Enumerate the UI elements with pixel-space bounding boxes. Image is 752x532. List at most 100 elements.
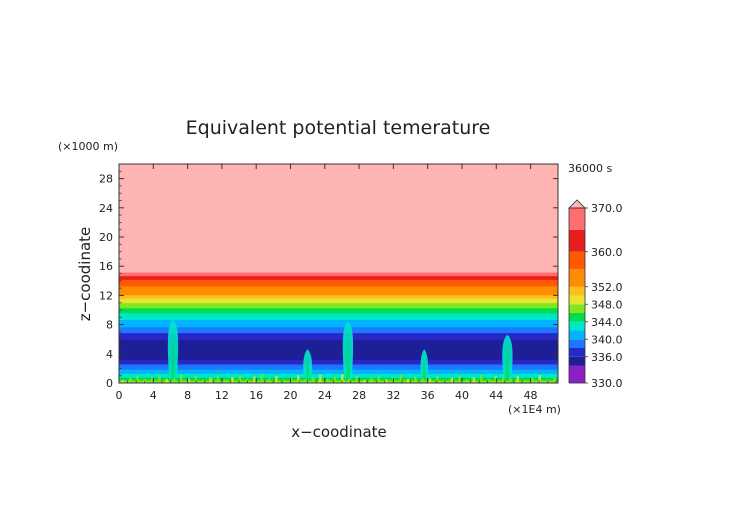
- plume-core: [171, 326, 176, 379]
- contour-band: [119, 275, 558, 280]
- x-tick-label: 48: [524, 389, 538, 402]
- surface-texture: [150, 377, 154, 383]
- colorbar-label: 370.0: [591, 202, 623, 215]
- surface-texture: [538, 375, 541, 383]
- plume-core: [505, 340, 510, 379]
- surface-texture: [362, 380, 366, 383]
- surface-texture: [311, 377, 315, 383]
- x-tick-label: 40: [455, 389, 469, 402]
- y-tick-label: 28: [99, 173, 113, 186]
- surface-texture: [399, 374, 402, 383]
- colorbar-label: 344.0: [591, 316, 623, 329]
- surface-texture: [465, 379, 468, 383]
- y-axis: 0 4 8 12 16 20 24 28: [99, 170, 558, 390]
- surface-texture: [472, 377, 476, 383]
- surface-texture: [428, 378, 432, 383]
- contour-band: [119, 373, 558, 378]
- surface-texture: [406, 378, 410, 383]
- contour-band: [119, 285, 558, 296]
- x-tick-label: 36: [421, 389, 435, 402]
- x-tick-label: 8: [184, 389, 191, 402]
- colorbar-segment: [569, 365, 585, 383]
- surface-texture: [238, 374, 242, 383]
- surface-texture: [553, 377, 556, 383]
- contour-band: [119, 294, 558, 299]
- y-axis-label: z−coodinate: [76, 227, 94, 322]
- surface-texture: [509, 378, 512, 383]
- x-tick-label: 16: [249, 389, 263, 402]
- surface-texture: [231, 377, 234, 383]
- y-axis-unit: (×1000 m): [58, 140, 118, 153]
- surface-texture: [326, 378, 329, 383]
- surface-texture: [319, 374, 322, 383]
- colorbar-segment: [569, 321, 585, 331]
- surface-texture: [479, 374, 483, 383]
- x-tick-label: 20: [283, 389, 297, 402]
- contour-band: [119, 332, 558, 340]
- contour-band: [119, 272, 558, 277]
- contour-band: [119, 326, 558, 334]
- colorbar-segment: [569, 269, 585, 287]
- surface-texture: [377, 375, 381, 383]
- surface-texture: [516, 375, 520, 383]
- contour-band: [119, 369, 558, 375]
- contour-band: [119, 339, 558, 361]
- surface-texture: [333, 376, 337, 383]
- surface-texture: [275, 375, 278, 383]
- colorbar-segment: [569, 330, 585, 340]
- contour-band: [119, 380, 558, 383]
- surface-texture: [501, 374, 505, 383]
- y-tick-label: 16: [99, 260, 113, 273]
- colorbar-frame: [568, 207, 586, 384]
- contour-band: [119, 302, 558, 309]
- colorbar-label: 348.0: [591, 298, 623, 311]
- colorbar-label: 330.0: [591, 377, 623, 390]
- x-axis: 0 4 8 12 16 20 24 28 32 36 40 44 48: [116, 164, 557, 402]
- y-tick-label: 12: [99, 289, 113, 302]
- surface-texture: [289, 377, 293, 383]
- surface-texture: [253, 376, 256, 383]
- surface-texture: [487, 378, 490, 383]
- surface-texture: [187, 378, 190, 383]
- colorbar-segment: [569, 304, 585, 313]
- contour-band: [119, 279, 558, 287]
- surface-texture: [121, 380, 125, 383]
- plume-core: [422, 355, 427, 379]
- colorbar-segment: [569, 313, 585, 322]
- y-tick-label: 8: [106, 319, 113, 332]
- surface-texture: [384, 379, 388, 383]
- surface-texture: [245, 378, 249, 383]
- surface-texture: [282, 380, 285, 383]
- y-tick-label: 24: [99, 202, 113, 215]
- surface-texture: [436, 375, 439, 383]
- colorbar-segment: [569, 339, 585, 348]
- colorbar-segment: [569, 286, 585, 296]
- colorbar-segment: [569, 208, 585, 230]
- surface-texture: [458, 375, 461, 383]
- surface-texture: [267, 378, 271, 383]
- chart-title: Equivalent potential temerature: [186, 117, 491, 139]
- surface-texture: [304, 379, 307, 383]
- surface-texture: [531, 377, 534, 383]
- x-tick-label: 28: [352, 389, 366, 402]
- surface-texture: [414, 376, 417, 383]
- surface-texture: [136, 375, 139, 383]
- colorbar-segment: [569, 295, 585, 305]
- surface-texture: [523, 380, 527, 383]
- colorbar-segment: [569, 356, 585, 366]
- colorbar-segment: [569, 348, 585, 357]
- plume-core: [345, 327, 350, 379]
- colorbar-label: 352.0: [591, 281, 623, 294]
- colorbar-label: 336.0: [591, 351, 623, 364]
- surface-texture: [194, 375, 198, 383]
- surface-texture: [340, 374, 344, 383]
- time-label: 36000 s: [568, 162, 612, 175]
- y-tick-label: 0: [106, 377, 113, 390]
- surface-texture: [545, 379, 549, 383]
- x-axis-unit: (×1E4 m): [508, 403, 561, 416]
- x-tick-label: 44: [489, 389, 503, 402]
- contour-band: [119, 364, 558, 370]
- surface-texture: [355, 375, 359, 383]
- contour-band: [119, 312, 558, 320]
